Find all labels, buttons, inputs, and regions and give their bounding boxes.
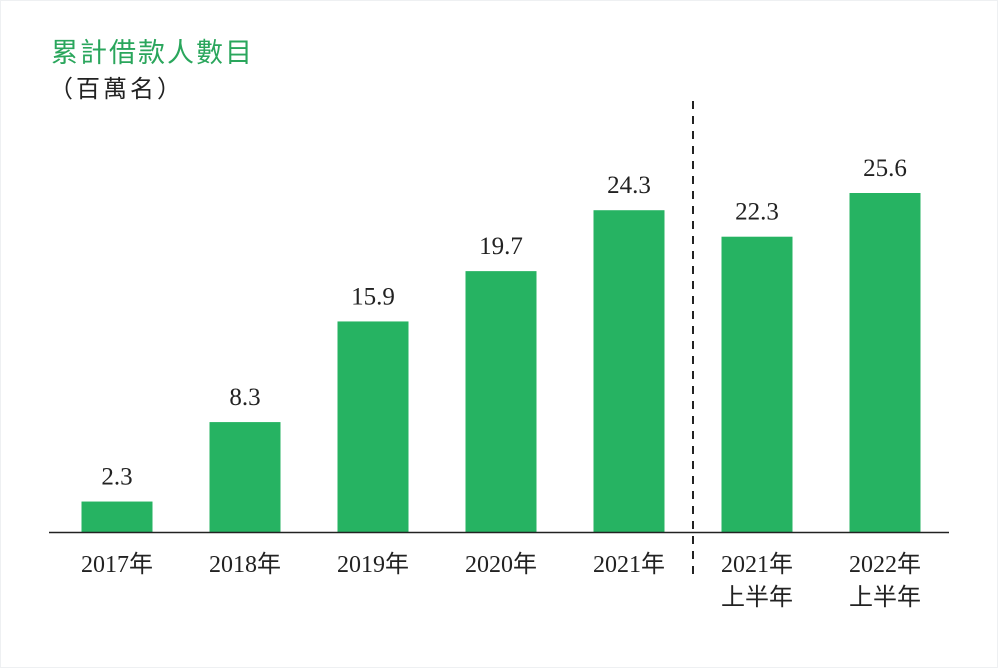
x-tick-label: 上半年 (721, 584, 793, 611)
x-tick-label: 2019年 (337, 551, 409, 578)
x-tick-label: 上半年 (849, 584, 921, 611)
data-label: 19.7 (479, 233, 523, 260)
data-label: 15.9 (351, 283, 395, 310)
bar (209, 422, 281, 532)
chart-title: 累計借款人數目 (51, 38, 254, 69)
data-label: 2.3 (101, 464, 132, 491)
data-label: 24.3 (607, 172, 651, 199)
bar (849, 193, 921, 532)
x-tick-label: 2018年 (209, 551, 281, 578)
data-label: 8.3 (229, 384, 260, 411)
chart-unit-label: （百萬名） (49, 75, 184, 103)
data-label: 25.6 (863, 155, 907, 182)
x-tick-label: 2021年 (593, 551, 665, 578)
bar (81, 501, 153, 532)
x-tick-label: 2020年 (465, 551, 537, 578)
bar (593, 210, 665, 532)
x-tick-label: 2021年 (721, 551, 793, 578)
bar (465, 271, 537, 532)
bar (337, 321, 409, 532)
data-label: 22.3 (735, 199, 779, 226)
x-tick-label: 2022年 (849, 551, 921, 578)
bar (721, 236, 793, 532)
x-tick-label: 2017年 (81, 551, 153, 578)
